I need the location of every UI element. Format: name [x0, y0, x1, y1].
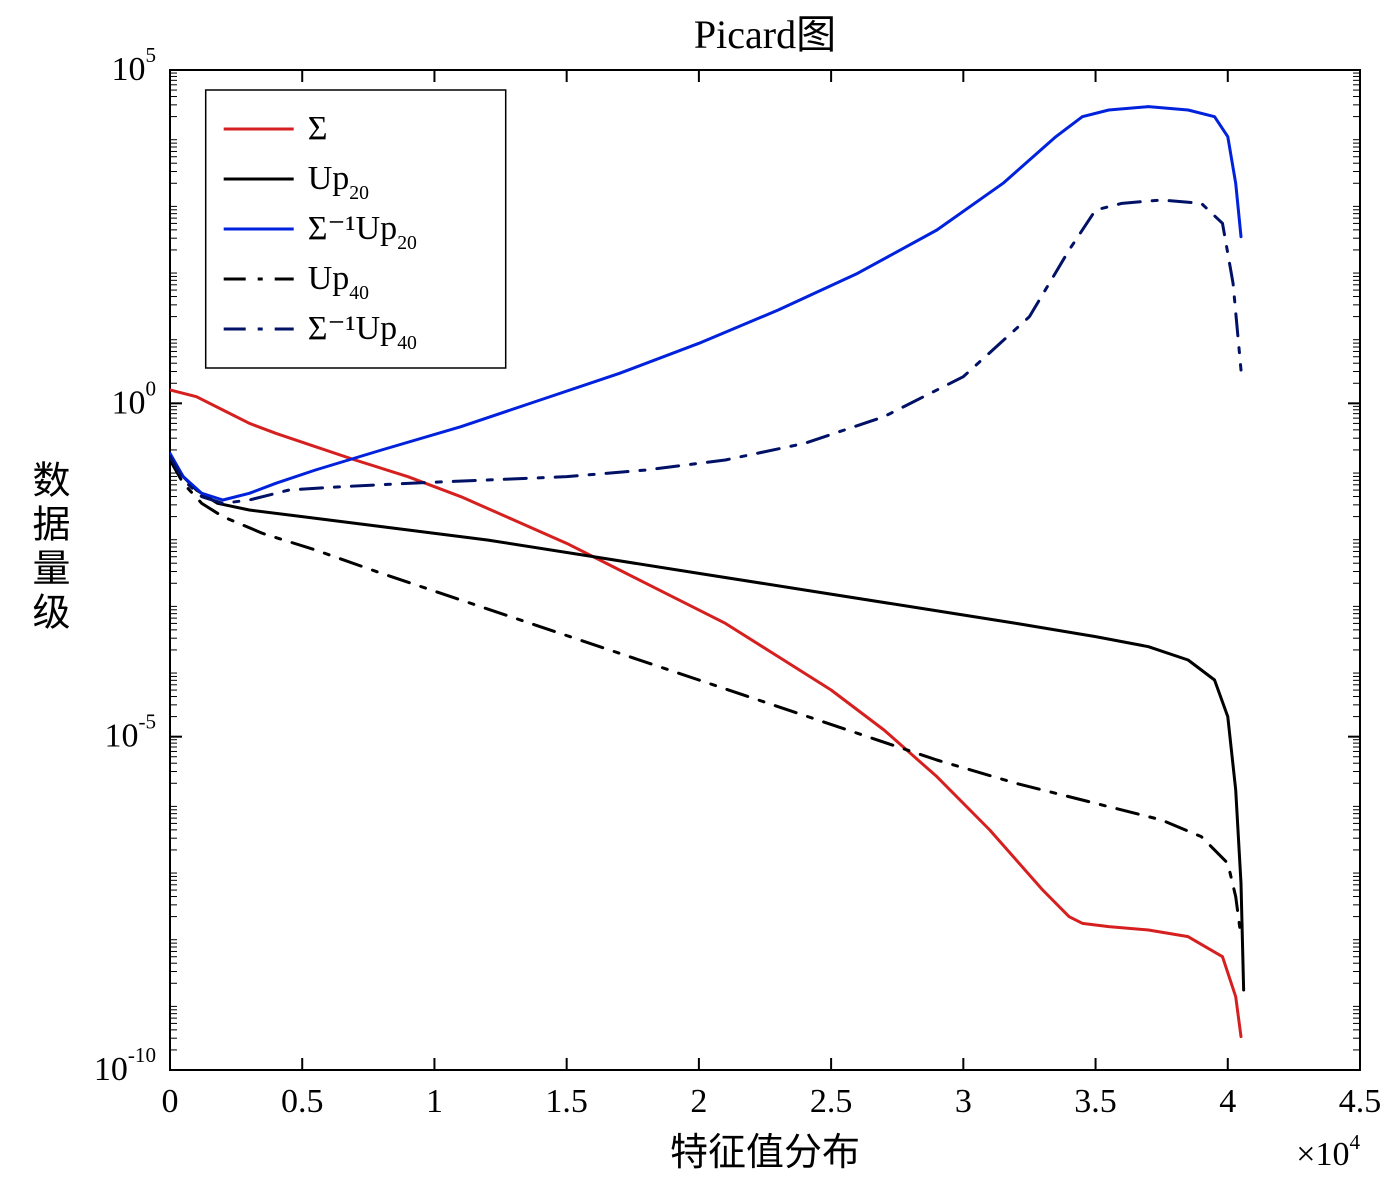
svg-text:3: 3	[955, 1083, 972, 1120]
svg-text:0: 0	[162, 1083, 179, 1120]
svg-text:2: 2	[690, 1083, 707, 1120]
svg-text:3.5: 3.5	[1074, 1083, 1117, 1120]
y-axis-label: 数据量级	[20, 460, 75, 636]
picard-chart: 00.511.522.533.544.510-1010-5100105Picar…	[0, 0, 1386, 1190]
svg-text:4: 4	[1219, 1083, 1236, 1120]
chart-svg: 00.511.522.533.544.510-1010-5100105Picar…	[0, 0, 1386, 1190]
svg-text:Picard图: Picard图	[694, 12, 836, 57]
svg-text:Σ: Σ	[308, 110, 328, 147]
svg-text:0.5: 0.5	[281, 1083, 324, 1120]
svg-text:特征值分布: 特征值分布	[670, 1132, 860, 1174]
svg-text:1: 1	[426, 1083, 443, 1120]
svg-text:4.5: 4.5	[1339, 1083, 1382, 1120]
svg-text:2.5: 2.5	[810, 1083, 853, 1120]
svg-text:1.5: 1.5	[545, 1083, 588, 1120]
